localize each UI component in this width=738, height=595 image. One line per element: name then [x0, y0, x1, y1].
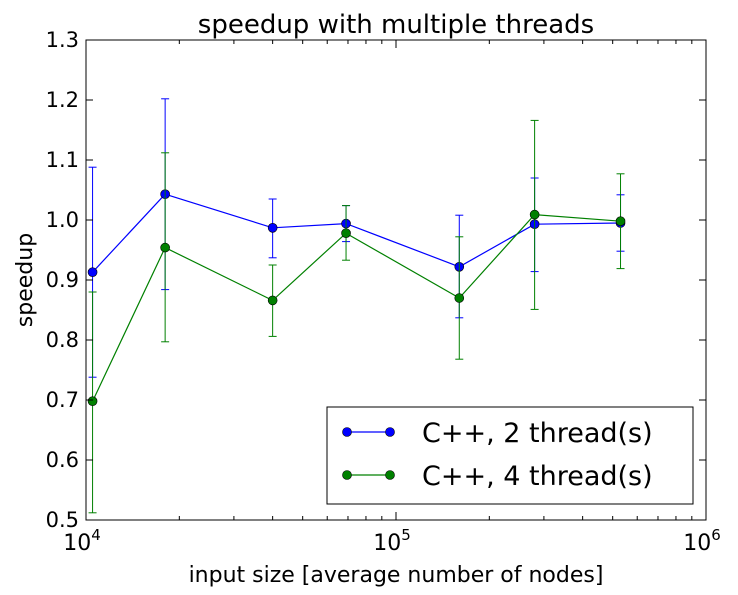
y-tick-label: 1.0 — [46, 208, 79, 232]
x-axis-label: input size [average number of nodes] — [189, 563, 604, 588]
x-tick-label: 104 — [63, 526, 101, 556]
y-tick-label: 0.9 — [46, 268, 79, 292]
data-point — [87, 267, 98, 278]
data-point — [87, 396, 98, 407]
y-tick-label: 0.7 — [46, 388, 79, 412]
y-axis-label: speedup — [13, 233, 38, 327]
y-tick-label: 1.1 — [46, 148, 79, 172]
data-point — [615, 216, 626, 226]
data-point — [267, 295, 278, 306]
data-point — [454, 293, 465, 303]
x-tick-exponent: 5 — [401, 526, 411, 544]
series-line — [92, 193, 621, 273]
x-tick-label: 105 — [373, 526, 411, 556]
data-point — [341, 228, 351, 238]
series-2 — [87, 119, 626, 514]
data-point — [267, 223, 278, 233]
series-line — [92, 213, 621, 402]
legend-label: C++, 4 thread(s) — [422, 461, 653, 492]
legend-item-1: C++, 2 thread(s) — [342, 418, 653, 449]
x-tick-label: 106 — [683, 526, 721, 556]
y-tick-label: 0.8 — [46, 328, 79, 352]
legend-marker — [342, 427, 352, 437]
x-tick-exponent: 4 — [91, 526, 101, 544]
data-point — [529, 209, 540, 220]
y-tick-label: 1.2 — [46, 88, 79, 112]
legend-marker — [342, 470, 352, 480]
chart-title: speedup with multiple threads — [198, 10, 594, 40]
legend-marker — [385, 470, 395, 480]
x-tick-base: 10 — [373, 531, 401, 556]
legend-box — [326, 406, 694, 505]
y-tick-label: 0.6 — [46, 448, 79, 472]
data-point — [160, 242, 170, 253]
y-tick-label: 0.5 — [46, 508, 79, 532]
legend-item-2: C++, 4 thread(s) — [342, 461, 653, 492]
x-tick-base: 10 — [63, 531, 91, 556]
x-tick-base: 10 — [683, 531, 711, 556]
legend-marker — [385, 427, 395, 437]
series-1 — [87, 98, 626, 378]
legend-label: C++, 2 thread(s) — [422, 418, 653, 449]
x-tick-exponent: 6 — [711, 526, 721, 544]
y-tick-label: 1.3 — [46, 28, 79, 52]
